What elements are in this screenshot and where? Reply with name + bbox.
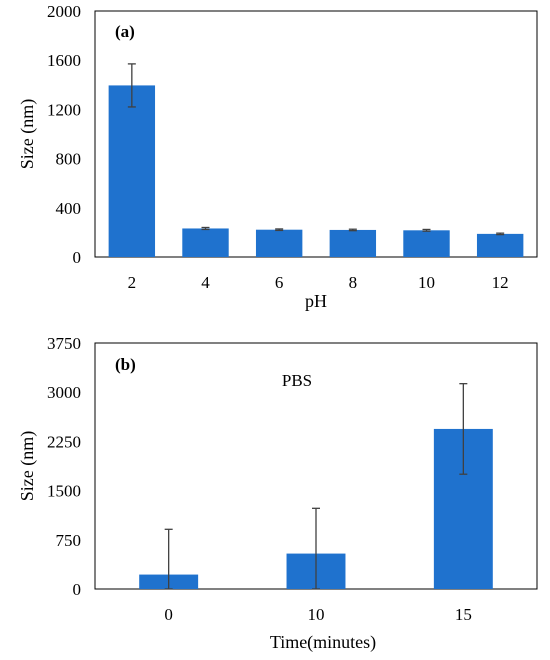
error-bar [496, 232, 505, 236]
plot-area-frame [94, 10, 538, 258]
error-bar [127, 63, 136, 108]
error-bar [275, 228, 284, 232]
x-tick-label: 8 [349, 273, 358, 292]
y-axis-title: Size (nm) [17, 99, 38, 169]
panel-label: (b) [115, 355, 136, 374]
x-tick-label: 12 [492, 273, 509, 292]
y-tick-label: 2000 [47, 2, 81, 21]
bars [108, 85, 524, 257]
bar [182, 228, 229, 257]
y-tick-label: 750 [56, 531, 82, 550]
error-bar [312, 507, 320, 590]
error-bars [164, 383, 468, 590]
chart-panel-b: (b) PBS Size (nm) Time(minutes) 07501500… [17, 334, 538, 653]
y-tick-labels: 0 400 800 1200 1600 2000 [47, 2, 81, 267]
y-tick-label: 0 [73, 248, 82, 267]
x-tick-label: 6 [275, 273, 284, 292]
y-tick-label: 1500 [47, 482, 81, 501]
error-bar [201, 226, 210, 231]
chart-panel-a: (a) Size (nm) pH 0 400 800 1200 1600 2000 2 4 6… [17, 2, 538, 311]
y-tick-label: 1600 [47, 51, 81, 70]
y-tick-label: 3750 [47, 334, 81, 353]
x-tick-labels: 0 10 15 [164, 605, 471, 624]
x-tick-label: 2 [128, 273, 137, 292]
x-tick-labels: 2 4 6 8 10 12 [128, 273, 509, 292]
y-tick-label: 1200 [47, 100, 81, 119]
error-bar [422, 228, 431, 232]
y-tick-label: 2250 [47, 432, 81, 451]
y-tick-label: 3000 [47, 383, 81, 402]
y-tick-label: 800 [56, 150, 82, 169]
y-tick-labels: 0 750 1500 2250 3000 3750 [47, 334, 81, 599]
bar [255, 229, 303, 257]
x-tick-label: 15 [455, 605, 472, 624]
error-bars [127, 63, 505, 236]
x-axis-title: pH [305, 291, 327, 311]
error-bar [459, 383, 468, 475]
error-bar [164, 528, 173, 590]
y-tick-label: 0 [73, 580, 82, 599]
bar [329, 229, 377, 257]
error-bar [348, 228, 357, 232]
y-tick-label: 400 [56, 199, 82, 218]
x-tick-label: 4 [201, 273, 210, 292]
x-axis-title: Time(minutes) [270, 632, 376, 653]
x-tick-label: 10 [308, 605, 325, 624]
x-tick-label: 0 [164, 605, 173, 624]
bar [476, 233, 524, 257]
pbs-annotation: PBS [282, 371, 312, 390]
x-tick-label: 10 [418, 273, 435, 292]
bar [108, 85, 156, 257]
panel-label: (a) [115, 22, 135, 41]
bar [403, 230, 450, 257]
y-axis-title: Size (nm) [17, 431, 38, 501]
